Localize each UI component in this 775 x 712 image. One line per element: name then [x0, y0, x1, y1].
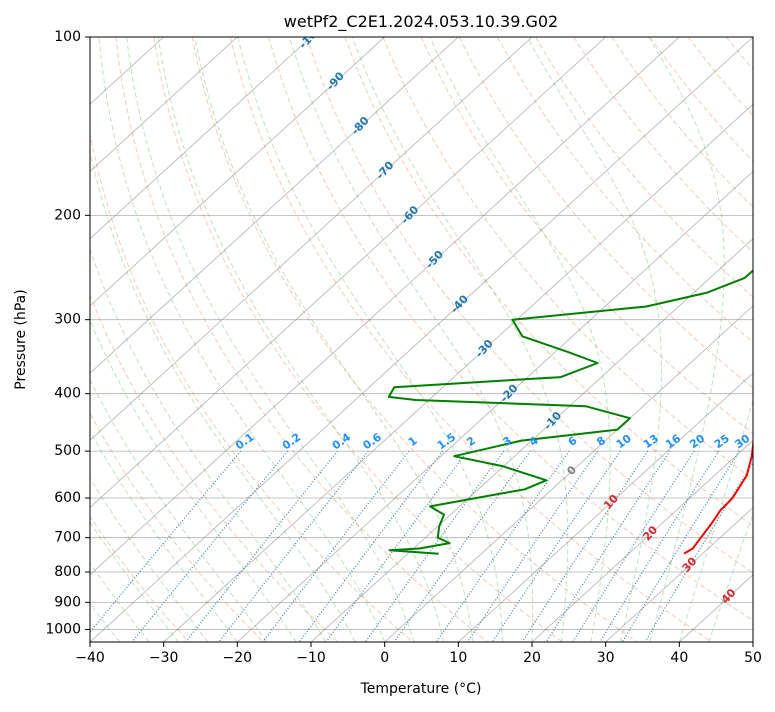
x-axis-label: Temperature (°C)	[360, 681, 482, 697]
x-tick-label: 40	[670, 650, 688, 666]
x-tick-label: 30	[597, 650, 615, 666]
y-tick-label: 800	[54, 564, 81, 580]
dry-adiabat-line	[765, 37, 775, 642]
isotherm-gridline	[753, 37, 775, 642]
y-tick-label: 1000	[45, 621, 81, 637]
x-tick-label: 50	[744, 650, 762, 666]
y-axis-label: Pressure (hPa)	[13, 289, 29, 389]
x-tick-label: −20	[223, 650, 253, 666]
x-tick-label: 0	[380, 650, 389, 666]
y-tick-label: 500	[54, 443, 81, 459]
x-tick-label: −10	[296, 650, 326, 666]
x-tick-label: −30	[149, 650, 179, 666]
mixing-ratio-label: 36	[753, 432, 773, 452]
x-tick-label: 10	[449, 650, 467, 666]
y-tick-label: 900	[54, 594, 81, 610]
y-tick-label: 400	[54, 386, 81, 402]
y-tick-label: 600	[54, 490, 81, 506]
chart-title: wetPf2_C2E1.2024.053.10.39.G02	[284, 12, 558, 32]
x-tick-label: −40	[75, 650, 105, 666]
y-tick-label: 700	[54, 530, 81, 546]
y-tick-label: 300	[54, 312, 81, 328]
x-tick-label: 20	[523, 650, 541, 666]
y-tick-label: 100	[54, 29, 81, 45]
y-tick-label: 200	[54, 207, 81, 223]
